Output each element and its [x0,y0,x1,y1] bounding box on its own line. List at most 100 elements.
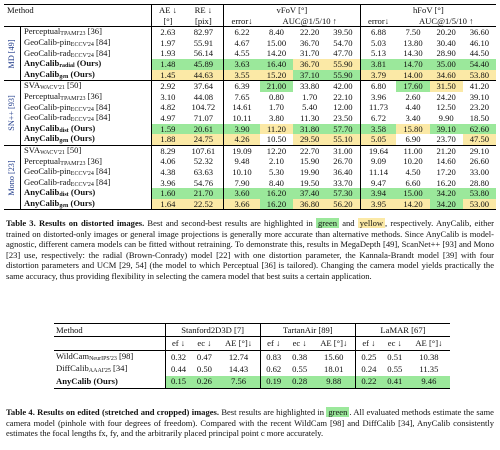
table-3-caption: Table 3. Results on distorted images. Be… [6,218,494,281]
table-cell: 0.15 [164,375,192,389]
table-cell: 55.90 [326,69,361,81]
table-cell: 5.05 [359,134,397,146]
method-name: DiffCalibAAAI'25 [34] [56,363,128,375]
t4-col-method: Method [56,324,83,335]
t4-col-stanford: Stanford2D3D [7] [164,323,261,337]
table-cell: 5.13 [359,48,397,59]
table-row: MD [49] PerceptualTPAMI'23 [36] 2.63 82.97 6… [4,26,496,81]
table-cell: 63.63 [193,166,214,177]
unit-re: [pix] [195,15,212,26]
table-cell: 53.00 [462,198,496,210]
table-cell: 9.88 [312,375,356,389]
table-cell: 7.56 [217,375,261,389]
table-row: WildCamNeurIPS'23 [98] 0.32 0.47 12.74 0.83 0… [54,350,450,364]
table-cell: 9.48 [223,156,260,167]
table-cell: 36.40 [333,166,353,177]
method-name: AnyCalibradial (Ours) [24,58,102,70]
table-cell: 6.72 [359,112,397,124]
table-cell: 15.20 [259,69,294,81]
table-row: AnyCalib (Ours) 0.15 0.26 7.56 0.19 0.28 9.88 0… [54,375,450,389]
table-cell: 54.40 [462,58,496,70]
col-method: Method [7,5,34,15]
table-cell: 1.60 [151,188,184,199]
table-cell: 0.55 [292,364,308,375]
table-cell: 14.20 [266,48,287,59]
table-cell: 14.43 [228,364,249,375]
table-3: Method AE ↓ RE ↓ vFoV [°] hFoV [°] [°] [… [4,4,496,210]
t4-metric-header: ec ↓ [292,338,307,349]
table-cell: 6.80 [359,80,397,92]
table-cell: 1.45 [151,69,184,81]
vfov-auc-header: AUC@1/5/10 ↑ [282,15,337,26]
table-cell: 62.60 [462,123,496,135]
t4-metric-header: AE [°]↓ [225,338,253,349]
table-cell: 82.97 [193,27,214,38]
dataset-group-label: Mono [23] [4,145,21,210]
table-cell: 29.50 [293,134,327,146]
table-cell: 11.14 [359,166,397,178]
table-row: DiffCalibAAAI'25 [34] 0.44 0.50 14.43 0.62 0.… [54,363,450,376]
table-cell: 31.70 [299,48,320,59]
method-name: PerceptualTPAMI'23 [36] [24,155,102,167]
table-4: Method Stanford2D3D [7] TartanAir [89] L… [54,323,450,389]
table-cell: 17.60 [396,80,430,92]
table-cell: 0.80 [268,91,284,102]
table-cell: 11.35 [419,364,439,375]
method-name: WildCamNeurIPS'23 [98] [56,350,134,362]
table-cell: 3.40 [405,112,421,123]
table-row: SN++ [93] SVAWACV'21 [50] 2.92 37.64 6.39 21.… [4,80,496,146]
table-cell: 0.26 [191,375,218,389]
table-row: AnyCalibradial (Ours) 1.48 45.89 3.63 16.40 3… [4,58,496,70]
table-cell: 15.90 [299,156,320,167]
table-cell: 31.50 [429,80,463,92]
method-name: AnyCalib (Ours) [56,376,118,387]
table-cell: 0.19 [259,375,287,389]
table-cell: 3.60 [223,188,260,199]
table-cell: 71.07 [193,112,214,123]
table-cell: 36.60 [469,27,490,38]
table-cell: 33.80 [299,81,320,92]
table-cell: 36.70 [299,37,320,48]
table-cell: 0.44 [164,363,192,376]
t4-col-tartanair: TartanAir [89] [259,323,356,337]
table-cell: 21.00 [259,80,294,92]
table-cell: 26.60 [469,156,490,167]
table-cell: 6.90 [405,134,421,145]
table-cell: 11.00 [403,145,423,156]
table-cell: 45.89 [183,58,224,70]
table-cell: 41.20 [469,81,490,92]
table-cell: 1.93 [151,48,184,59]
method-name: GeoCalib-radECCV'24 [84] [24,112,111,124]
hfov-auc-header: AUC@1/5/10 ↑ [418,15,474,26]
table-row: AnyCalibgen (Ours) 1.45 44.63 3.55 15.20 37.1… [4,70,496,81]
table-cell: 15.60 [324,351,344,362]
table-cell: 44.63 [183,69,224,81]
table-row: Mono [23] SVAWACV'21 [50] 8.29 107.61 19.09 1… [4,145,496,210]
table-cell: 16.20 [259,188,294,199]
table-cell: 16.20 [436,177,456,188]
table-cell: 39.10 [429,123,463,135]
table-cell: 2.92 [151,80,184,92]
table-cell: 3.96 [151,177,184,189]
table-cell: 34.20 [429,188,463,199]
table-cell: 14.20 [396,198,430,210]
table-cell: 10.20 [403,156,423,167]
table-cell: 12.00 [333,102,353,113]
table-cell: 3.96 [359,91,397,103]
table-cell: 1.97 [151,37,184,49]
table-cell: 29.10 [469,145,490,156]
table-4-caption: Table 4. Results on edited (stretched an… [6,407,494,439]
table-row: GeoCalib-radECCV'24 [84] 4.97 71.07 10.11 3.… [4,112,496,124]
t4-col-lamar: LaMAR [67] [354,323,450,337]
table-cell: 22.10 [333,91,353,102]
table-cell: 10.11 [223,112,260,124]
table-4-body: WildCamNeurIPS'23 [98] 0.32 0.47 12.74 0.83 0… [54,350,450,389]
table-cell: 1.70 [268,102,284,113]
table-cell: 18.50 [469,112,490,123]
table-cell: 47.50 [462,134,496,146]
table-cell: 54.76 [193,177,214,188]
table-cell: 14.70 [396,58,430,70]
table-cell: 0.24 [354,363,382,376]
table-cell: 0.50 [196,364,212,375]
table-cell: 3.79 [359,69,397,81]
